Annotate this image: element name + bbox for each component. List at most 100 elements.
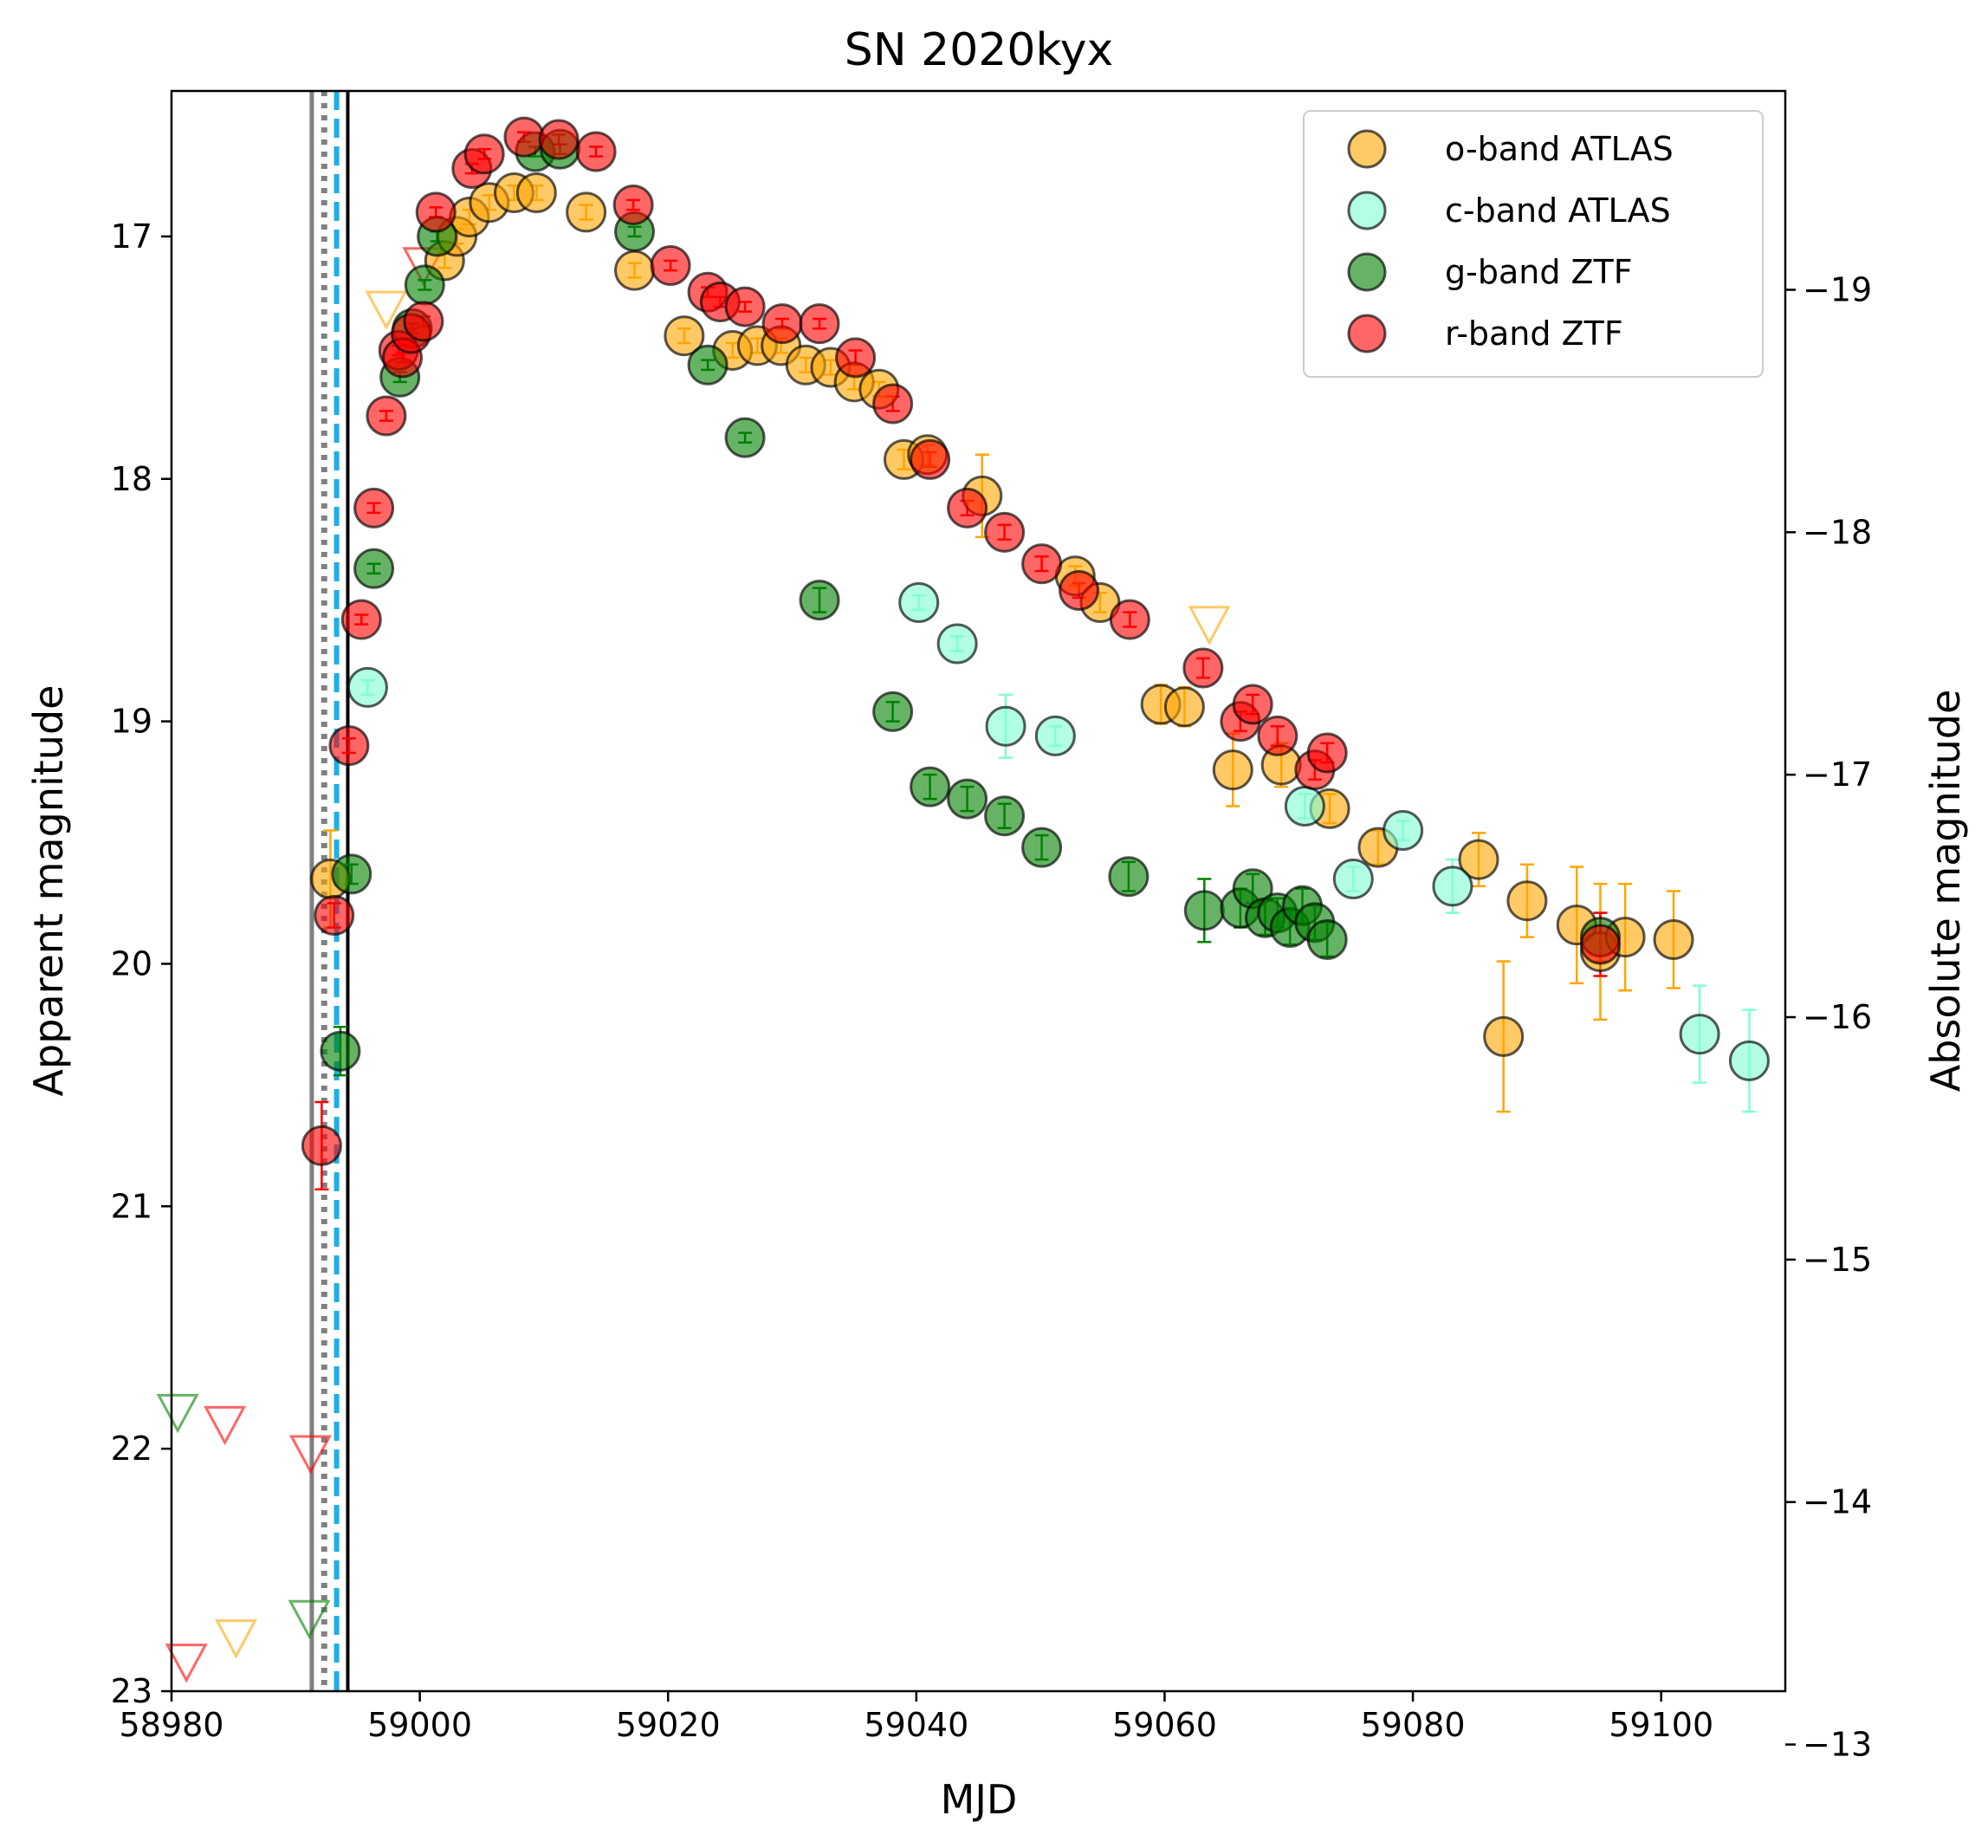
data-point (328, 725, 370, 767)
y-tick-label: 19 (111, 703, 152, 741)
data-point (687, 344, 729, 386)
data-point (872, 691, 914, 732)
upper-limit-marker (288, 1599, 331, 1640)
data-point (872, 383, 914, 425)
data-point (650, 244, 691, 286)
y-tick-label: 17 (111, 217, 152, 256)
data-point (353, 487, 395, 528)
upper-limit-marker (165, 1644, 208, 1683)
data-point (984, 511, 1026, 553)
y-tick-label: 21 (111, 1187, 152, 1225)
data-point (353, 548, 395, 589)
data-point (366, 395, 407, 437)
x-tick-label: 59080 (1361, 1706, 1466, 1744)
data-point (1383, 810, 1424, 852)
data-point (403, 301, 444, 342)
data-point (1728, 1040, 1770, 1081)
data-point (984, 795, 1026, 837)
data-point (1332, 859, 1374, 900)
data-point (1021, 543, 1063, 585)
data-point (985, 705, 1026, 747)
data-point (612, 185, 654, 226)
upper-limit-marker (215, 1619, 258, 1659)
y-axis-right: −19 −18 −17 −16 −15 −14 −13 (1785, 270, 1872, 1764)
data-point (1306, 732, 1348, 774)
legend-label: g-band ZTF (1445, 253, 1633, 291)
data-point (340, 599, 382, 640)
x-axis-label: MJD (941, 1776, 1018, 1823)
data-points (301, 116, 1770, 1166)
y2-tick-label: −14 (1803, 1483, 1872, 1521)
chart-title: SN 2020kyx (845, 24, 1114, 76)
data-point (1034, 715, 1076, 756)
data-point (463, 133, 505, 175)
data-point (910, 438, 951, 480)
legend: o-band ATLAS c-band ATLAS g-band ZTF r-band… (1303, 110, 1764, 378)
legend-marker (1347, 191, 1387, 230)
legend-marker (1347, 252, 1387, 292)
data-point (575, 131, 617, 172)
data-point (664, 315, 705, 357)
y-tick-label: 20 (111, 944, 152, 982)
upper-limit-marker (365, 290, 408, 330)
data-point (331, 853, 372, 895)
data-point (799, 580, 840, 621)
data-point (1284, 786, 1325, 827)
x-tick-label: 59000 (367, 1706, 472, 1744)
x-tick-label: 59020 (616, 1706, 721, 1744)
y2-axis-label: Absolute magnitude (1922, 690, 1969, 1093)
data-point (1506, 880, 1548, 922)
data-point (301, 1125, 342, 1166)
data-point (1257, 715, 1298, 756)
data-point (1232, 684, 1273, 725)
y-tick-label: 22 (111, 1430, 152, 1468)
data-point (724, 417, 766, 458)
y2-tick-label: −13 (1803, 1726, 1872, 1764)
data-point (1109, 599, 1150, 640)
data-point (1021, 827, 1063, 868)
legend-box (1303, 110, 1764, 378)
upper-limit-marker (156, 1393, 199, 1434)
data-point (1432, 866, 1473, 907)
y2-tick-label: −15 (1803, 1241, 1872, 1279)
legend-marker (1347, 314, 1387, 353)
x-tick-label: 59040 (864, 1706, 968, 1744)
y-tick-label: 18 (111, 460, 152, 498)
data-point (1306, 918, 1348, 960)
data-point (314, 894, 355, 936)
legend-label: o-band ATLAS (1445, 130, 1674, 168)
upper-limit-marker (204, 1405, 247, 1446)
data-point (1108, 856, 1149, 898)
y-axis-label: Apparent magnitude (25, 685, 72, 1097)
data-point (799, 303, 840, 345)
data-point (614, 250, 656, 291)
y2-tick-label: −18 (1803, 513, 1872, 551)
data-point (936, 623, 978, 665)
x-tick-label: 59100 (1609, 1706, 1713, 1744)
x-tick-label: 59060 (1112, 1706, 1217, 1744)
y2-tick-label: −16 (1803, 998, 1872, 1036)
data-point (1059, 569, 1100, 611)
y-axis-left: 17 18 19 20 21 22 23 (111, 217, 172, 1710)
data-point (761, 303, 803, 345)
data-point (415, 191, 457, 233)
upper-limit-marker (1188, 606, 1231, 645)
y2-tick-label: −19 (1803, 270, 1872, 308)
data-point (538, 119, 580, 160)
data-point (1182, 647, 1224, 689)
data-point (1163, 686, 1205, 728)
legend-label: r-band ZTF (1445, 314, 1623, 353)
legend-label: c-band ATLAS (1445, 191, 1671, 230)
data-point (1212, 749, 1253, 791)
data-point (947, 778, 988, 820)
x-axis: 58980 59000 59020 59040 59060 59080 59100 (120, 1691, 1713, 1744)
y2-tick-label: −17 (1803, 755, 1872, 794)
data-point (724, 286, 766, 327)
upper-limit-markers (156, 247, 1231, 1683)
y-tick-label: 23 (111, 1672, 152, 1710)
data-point (320, 1030, 361, 1072)
plot-frame (170, 89, 1787, 1693)
data-point (346, 666, 388, 708)
upper-limit-marker (288, 1435, 333, 1475)
